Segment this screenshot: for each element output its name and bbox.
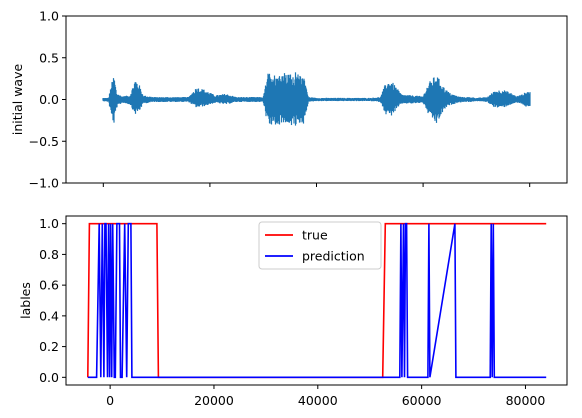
y-tick-label: 0.4 xyxy=(39,308,59,323)
x-tick-label: 40000 xyxy=(298,393,338,408)
x-tick-label: 80000 xyxy=(506,393,546,408)
y-tick-label: 0.5 xyxy=(39,50,59,65)
legend-box xyxy=(258,221,382,270)
y-tick-label: 0.0 xyxy=(39,92,59,107)
y-tick-label: 0.8 xyxy=(39,247,59,262)
y-tick-label: −0.5 xyxy=(29,134,59,149)
y-tick-label: 0.2 xyxy=(39,339,59,354)
y-axis-label: initial wave xyxy=(10,64,25,136)
axes-frame xyxy=(65,215,568,386)
x-tick-label: 0 xyxy=(106,393,114,408)
series-line-prediction xyxy=(87,222,547,379)
waveform-series xyxy=(102,72,531,126)
y-tick-label: 0.6 xyxy=(39,278,59,293)
initial-wave-axes: −1.0 −0.5 0.0 0.5 1.0 initial wave xyxy=(10,9,568,191)
x-tick-label: 20000 xyxy=(194,393,234,408)
y-axis-label: lables xyxy=(18,282,33,319)
legend-label-prediction: prediction xyxy=(302,249,365,264)
y-tick-label: 1.0 xyxy=(39,216,59,231)
legend: true prediction xyxy=(258,221,382,270)
legend-label-true: true xyxy=(302,228,328,243)
labels-axes: 0.0 0.2 0.4 0.6 0.8 1.0 0 20000 40000 60000 80000 l… xyxy=(18,215,568,408)
y-tick-label: −1.0 xyxy=(29,176,59,191)
x-tick-label: 60000 xyxy=(402,393,442,408)
y-tick-label: 0.0 xyxy=(39,370,59,385)
y-tick-label: 1.0 xyxy=(39,9,59,24)
